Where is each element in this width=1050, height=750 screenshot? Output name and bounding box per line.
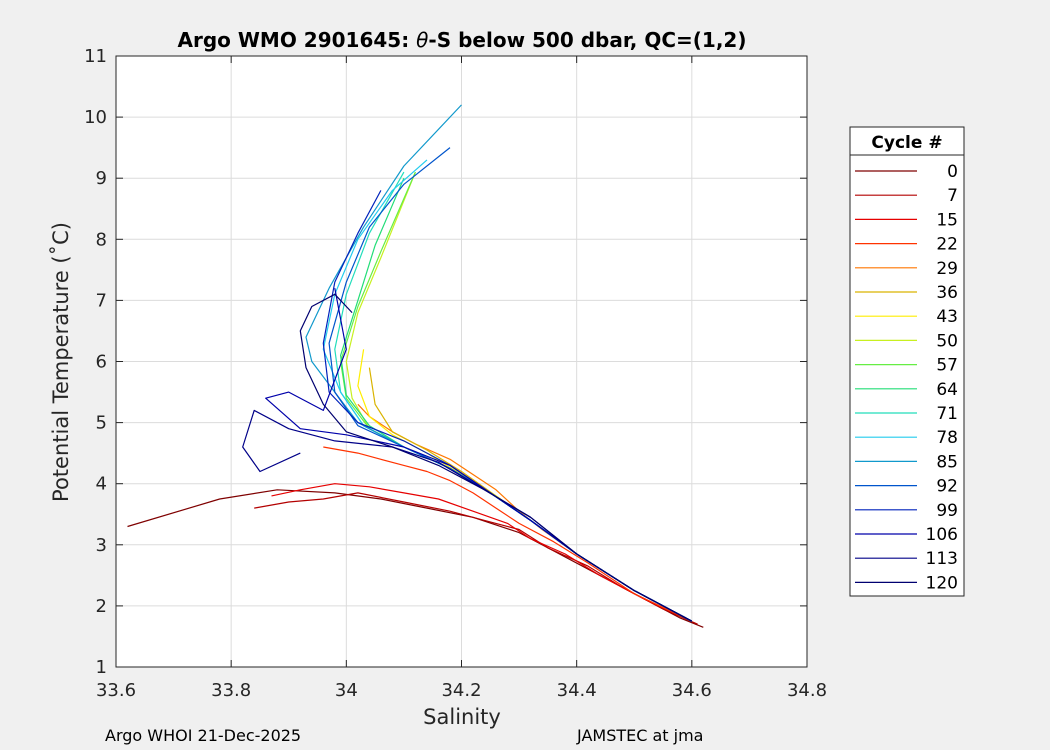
footer-left: Argo WHOI 21-Dec-2025 (105, 726, 301, 745)
legend-label-22: 22 (936, 235, 958, 255)
x-tick-label: 34 (335, 680, 358, 701)
x-tick-label: 33.8 (211, 680, 251, 701)
legend-label-50: 50 (936, 331, 958, 351)
legend-label-120: 120 (926, 573, 958, 593)
legend-label-85: 85 (936, 452, 958, 472)
y-tick-label: 2 (96, 596, 107, 617)
y-tick-label: 6 (96, 352, 107, 373)
y-tick-label: 8 (96, 229, 107, 250)
legend-label-15: 15 (936, 210, 958, 230)
legend-label-92: 92 (936, 477, 958, 497)
x-tick-label: 34.8 (787, 680, 827, 701)
footer-right: JAMSTEC at jma (576, 726, 703, 745)
legend-label-113: 113 (926, 549, 958, 569)
y-tick-label: 11 (84, 46, 107, 67)
y-axis-label: Potential Temperature (˚C) (49, 222, 73, 502)
legend-label-99: 99 (936, 501, 958, 521)
y-tick-label: 9 (96, 168, 107, 189)
x-tick-label: 33.6 (96, 680, 136, 701)
legend-title: Cycle # (871, 133, 942, 153)
series-line-cycle-22 (323, 446, 693, 622)
y-tick-label: 10 (84, 107, 107, 128)
legend-label-36: 36 (936, 283, 958, 303)
legend-label-71: 71 (936, 404, 958, 424)
y-tick-label: 4 (96, 474, 107, 495)
legend-label-7: 7 (947, 186, 958, 206)
y-tick-label: 3 (96, 535, 107, 556)
legend-label-0: 0 (947, 162, 958, 182)
legend: Cycle # 0 7 15 22 29 36 43 50 57 64 71 78 85 92 99 106 1… (849, 126, 965, 597)
y-tick-label: 7 (96, 290, 107, 311)
series-line-cycle-120 (299, 293, 693, 622)
x-tick-label: 34.6 (672, 680, 712, 701)
chart-title: Argo WMO 2901645: θ-S below 500 dbar, QC… (178, 28, 747, 52)
series-line-cycle-15 (271, 483, 693, 622)
y-tick-label: 1 (96, 657, 107, 678)
x-tick-label: 34.2 (441, 680, 481, 701)
legend-label-78: 78 (936, 428, 958, 448)
series-layer (127, 104, 704, 628)
legend-label-64: 64 (936, 380, 958, 400)
x-axis-label: Salinity (423, 705, 501, 729)
legend-label-29: 29 (936, 259, 958, 279)
legend-label-43: 43 (936, 307, 958, 327)
legend-box (849, 126, 965, 597)
legend-label-57: 57 (936, 356, 958, 376)
y-tick-label: 5 (96, 413, 107, 434)
legend-label-106: 106 (926, 525, 958, 545)
x-tick-label: 34.4 (557, 680, 597, 701)
legend-entries: 0 7 15 22 29 36 43 50 57 64 71 78 85 92 99 106 113 120 (855, 162, 958, 593)
